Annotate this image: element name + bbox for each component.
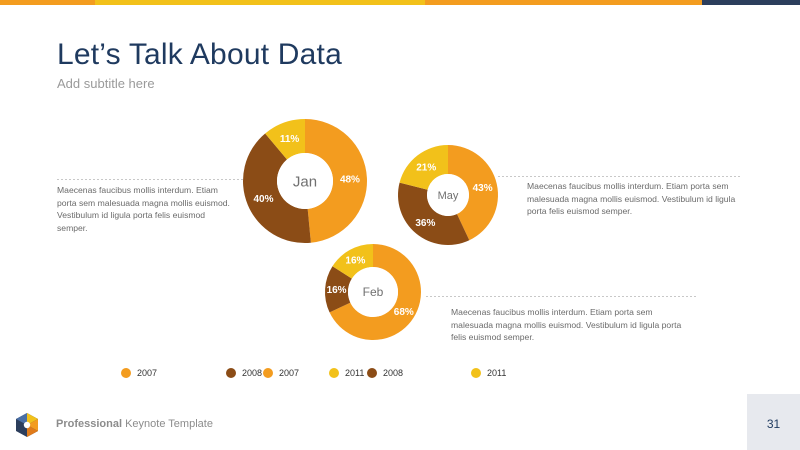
donut-hole [348,267,398,317]
legend-label: 2011 [487,368,507,378]
donut-slice [305,119,367,243]
legend-swatch [329,368,339,378]
legend-label: 2008 [242,368,263,378]
legend-label: 2008 [383,368,404,378]
legend-label: 2011 [345,368,365,378]
slice-label: 16% [345,256,365,267]
footer-text: Professional Keynote Template [56,418,213,430]
legend-swatch [263,368,273,378]
accent-segment [95,0,425,5]
description-paragraph-may: Maecenas faucibus mollis interdum. Etiam… [527,181,736,217]
slice-label: 43% [473,183,493,194]
description-paragraph-feb: Maecenas faucibus mollis interdum. Etiam… [451,307,682,343]
donut-slice [448,145,498,241]
donut-slice [242,133,311,243]
legend-label: 2007 [137,368,158,378]
legend-label: 2007 [279,368,300,378]
footer-text-rest: Keynote Template [122,418,213,430]
slice-label: 21% [416,162,436,173]
slice-label: 68% [394,307,414,318]
donut-slice [325,266,352,313]
accent-segment [0,0,95,5]
slide-subtitle: Add subtitle here [57,76,155,91]
donut-slice [265,119,305,160]
legend-swatch [367,368,377,378]
accent-segment [702,0,800,5]
legend-swatch [471,368,481,378]
legend-swatch [121,368,131,378]
top-accent-bar [0,0,800,5]
slide-title: Let’s Talk About Data [57,38,342,71]
donut-chart-feb: 68% 16% 16% Feb [325,244,422,340]
leader-lines [57,176,742,297]
accent-segment [425,0,702,5]
slice-label: 36% [415,218,435,229]
footer-text-bold: Professional [56,418,123,430]
page-number-box: 31 [747,394,800,450]
hexagon-logo-icon [16,413,38,437]
donut-center-label: Jan [293,173,317,190]
slice-label: 40% [253,194,273,205]
donut-slice [329,244,422,340]
page-number: 31 [766,417,781,431]
donut-hole [427,174,469,216]
donut-slice [397,182,470,246]
description-paragraph-jan: Maecenas faucibus mollis interdum. Etiam… [57,185,230,233]
slice-label: 11% [280,134,300,145]
donut-hole [277,153,333,209]
donut-center-label: May [438,190,459,202]
legend-swatch [226,368,236,378]
donut-center-label: Feb [363,285,384,299]
donut-slice [332,244,373,279]
slice-label: 48% [340,174,360,185]
donut-chart-jan: 48% 40% 11% Jan [242,119,367,243]
chart-legend: 2007 2008 2007 2011 2008 2011 [0,367,800,381]
donut-chart-may: 43% 36% 21% May [397,145,498,246]
slice-label: 16% [327,285,347,296]
donut-slice [399,145,448,190]
